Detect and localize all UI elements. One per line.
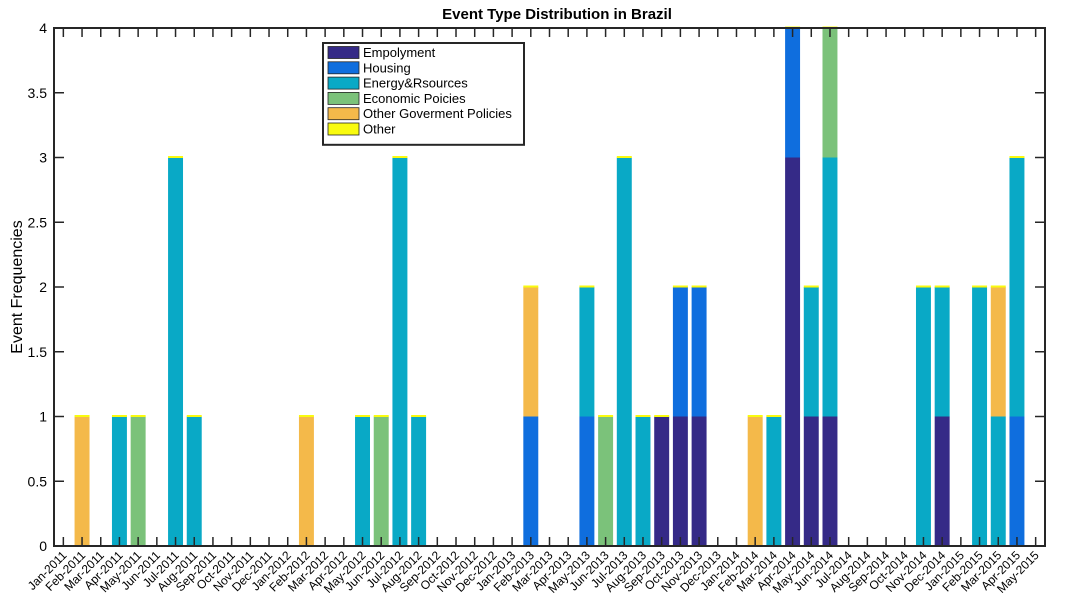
- bar-segment: [130, 416, 146, 546]
- bar-top-other: [972, 285, 988, 288]
- bar-segment: [392, 157, 408, 546]
- legend-swatch: [327, 61, 360, 75]
- bar-top-other: [74, 415, 90, 417]
- bar-segment: [822, 28, 838, 158]
- bar-top-other: [298, 415, 314, 417]
- bar-segment: [523, 416, 539, 546]
- bar-top-other: [934, 285, 950, 288]
- bar-top-other: [168, 156, 184, 158]
- bar-top-other: [392, 156, 408, 158]
- bar-top-other: [616, 156, 632, 158]
- y-tick-label: 1.5: [28, 344, 48, 360]
- y-tick-label: 3.5: [28, 85, 48, 101]
- legend-label: Empolyment: [363, 45, 436, 60]
- legend-swatch: [327, 76, 360, 90]
- bar-top-other: [111, 415, 127, 417]
- bar-segment: [411, 416, 427, 546]
- y-tick-label: 2: [39, 279, 47, 295]
- bar-segment: [672, 416, 688, 546]
- bar-top-other: [186, 415, 202, 417]
- bar-segment: [579, 416, 595, 546]
- y-tick-label: 2.5: [28, 214, 48, 230]
- bar-segment: [990, 287, 1006, 417]
- bar-top-other: [766, 415, 782, 417]
- legend-label: Other: [363, 122, 396, 137]
- bar-top-other: [523, 285, 539, 288]
- bar-segment: [934, 416, 950, 546]
- bar-segment: [672, 287, 688, 417]
- legend-swatch: [327, 46, 360, 59]
- bar-segment: [934, 287, 950, 417]
- bar-segment: [766, 416, 782, 546]
- bar-segment: [785, 28, 801, 158]
- bar-top-other: [130, 415, 146, 417]
- bar-segment: [598, 416, 614, 546]
- bar-top-other: [803, 285, 819, 288]
- bars-group: [74, 26, 1025, 546]
- bar-segment: [74, 416, 90, 546]
- bar-top-other: [579, 285, 595, 288]
- bar-segment: [579, 287, 595, 417]
- bar-top-other: [373, 415, 389, 417]
- bar-segment: [298, 416, 314, 546]
- bar-segment: [523, 287, 539, 417]
- bar-segment: [990, 416, 1006, 546]
- bar-top-other: [691, 285, 707, 288]
- y-tick-label: 1: [39, 409, 47, 425]
- bar-segment: [803, 287, 819, 417]
- bar-segment: [1009, 416, 1025, 546]
- legend: EmpolymentHousingEnergy&RsourcesEconomic…: [322, 42, 525, 146]
- bar-segment: [785, 157, 801, 546]
- bar-segment: [111, 416, 127, 546]
- bar-segment: [635, 416, 651, 546]
- bar-segment: [355, 416, 370, 546]
- y-axis-label: Event Frequencies: [9, 220, 26, 353]
- bar-segment: [373, 416, 389, 546]
- bar-top-other: [635, 415, 651, 417]
- bar-segment: [822, 416, 838, 546]
- bar-segment: [822, 157, 838, 417]
- bar-top-other: [672, 285, 688, 288]
- bar-segment: [186, 416, 202, 546]
- bar-segment: [915, 287, 931, 546]
- bar-segment: [691, 416, 707, 546]
- legend-label: Energy&Rsources: [363, 76, 468, 91]
- bar-top-other: [747, 415, 763, 417]
- plot-frame: [53, 27, 1046, 547]
- bar-top-other: [598, 415, 614, 417]
- legend-swatch: [327, 107, 360, 121]
- y-tick-label: 4: [39, 20, 47, 36]
- legend-swatch: [327, 122, 360, 136]
- bar-top-other: [355, 415, 370, 417]
- bar-segment: [691, 287, 707, 417]
- legend-label: Other Goverment Policies: [363, 106, 512, 121]
- bar-top-other: [1009, 156, 1025, 158]
- y-tick-label: 0.5: [28, 473, 48, 489]
- legend-label: Housing: [363, 60, 411, 75]
- bar-segment: [1009, 157, 1025, 417]
- legend-label: Economic Poicies: [363, 91, 466, 106]
- chart-title: Event Type Distribution in Brazil: [442, 6, 672, 23]
- bar-segment: [654, 416, 670, 546]
- bar-top-other: [654, 415, 670, 417]
- bar-top-other: [411, 415, 427, 417]
- legend-swatch: [327, 92, 360, 105]
- y-tick-label: 3: [39, 150, 47, 166]
- bar-top-other: [990, 285, 1006, 288]
- bar-segment: [972, 287, 988, 546]
- bar-top-other: [915, 285, 931, 288]
- bar-segment: [747, 416, 763, 546]
- bar-segment: [803, 416, 819, 546]
- bar-segment: [168, 157, 184, 546]
- y-tick-label: 0: [39, 538, 47, 554]
- bar-segment: [616, 157, 632, 546]
